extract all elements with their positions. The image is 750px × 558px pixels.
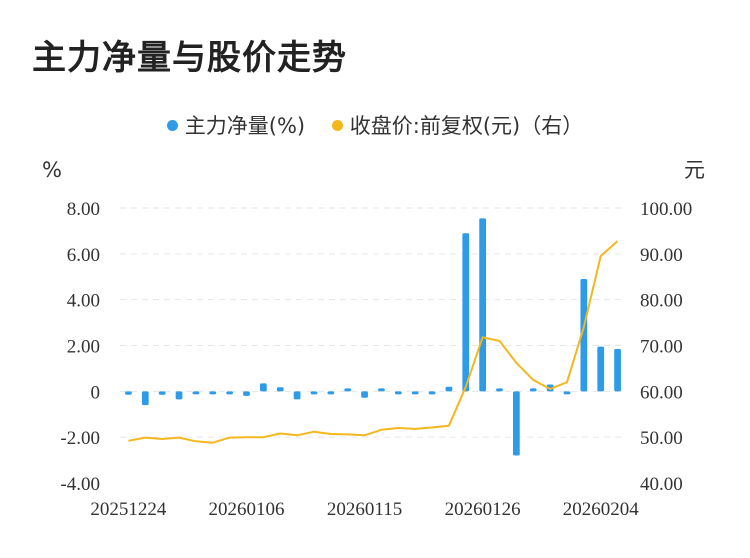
net-volume-bar [344, 388, 352, 392]
left-axis-ticks: -4.00 -2.00 0 2.00 4.00 6.00 8.00 [60, 199, 100, 495]
net-volume-bar [563, 391, 571, 395]
x-tick-label: 20260204 [563, 499, 640, 520]
net-volume-bar [125, 391, 132, 395]
x-tick-label: 20260126 [445, 499, 521, 520]
net-volume-bar [462, 233, 470, 392]
x-tick-label: 20260115 [327, 499, 402, 520]
net-volume-bar [226, 391, 234, 395]
net-volume-bar [597, 346, 605, 392]
right-axis-ticks: 40.00 50.00 60.00 70.00 80.00 90.00 100.00 [640, 199, 692, 495]
close-price-line-group [128, 240, 619, 444]
net-volume-bar [428, 391, 436, 395]
right-tick-label: 60.00 [640, 382, 683, 403]
net-volume-bar [276, 387, 284, 392]
net-volume-bar [158, 391, 166, 395]
net-volume-bar [361, 391, 368, 398]
left-tick-label: 2.00 [67, 337, 100, 358]
x-tick-label: 20251224 [90, 499, 167, 520]
right-tick-label: 70.00 [640, 337, 683, 358]
legend-label-close-price: 收盘价:前复权(元)（右） [349, 114, 584, 138]
net-volume-bar [175, 391, 183, 400]
net-volume-bar [243, 391, 250, 396]
net-volume-bar [259, 383, 267, 392]
left-tick-label: 6.00 [67, 245, 100, 266]
net-volume-bar [411, 391, 419, 395]
net-volume-bar [209, 391, 217, 395]
left-axis-unit: % [42, 158, 62, 182]
net-volume-bar [192, 391, 200, 395]
net-volume-bars [125, 218, 621, 456]
net-volume-bar [327, 391, 335, 395]
left-tick-label: 4.00 [67, 291, 100, 312]
net-volume-bar [580, 279, 588, 392]
net-volume-bar [293, 391, 301, 400]
right-tick-label: 100.00 [640, 199, 692, 220]
chart-title: 主力净量与股价走势 [32, 38, 347, 78]
left-tick-label: 8.00 [67, 199, 100, 220]
right-tick-label: 50.00 [640, 428, 683, 449]
x-axis-ticks: 20251224 20260106 20260115 20260126 20260204 [90, 499, 639, 520]
legend-dot-close-price-icon [331, 119, 343, 131]
legend-label-net-volume: 主力净量(%) [184, 114, 306, 138]
left-tick-label: 0 [91, 382, 101, 403]
net-volume-bar [614, 348, 621, 392]
legend-item-net-volume[interactable]: 主力净量(%) [166, 110, 306, 140]
legend-dot-net-volume-icon [166, 119, 178, 131]
right-tick-label: 90.00 [640, 245, 683, 266]
left-tick-label: -2.00 [60, 428, 100, 449]
close-price-line [128, 240, 619, 444]
net-volume-bar [141, 391, 149, 406]
grid-lines [120, 207, 626, 438]
net-volume-bar [529, 388, 537, 392]
legend-item-close-price[interactable]: 收盘价:前复权(元)（右） [331, 110, 584, 140]
net-volume-bar [496, 388, 503, 392]
x-tick-label: 20260106 [209, 499, 285, 520]
net-volume-bar [512, 391, 520, 456]
net-volume-bar [310, 391, 318, 395]
net-volume-bar [445, 386, 453, 392]
right-axis-unit: 元 [684, 158, 705, 182]
right-tick-label: 80.00 [640, 291, 683, 312]
net-volume-bar [378, 388, 385, 392]
left-tick-label: -4.00 [60, 474, 100, 495]
net-volume-bar [479, 218, 487, 392]
net-volume-bar [394, 391, 402, 395]
legend: 主力净量(%) 收盘价:前复权(元)（右） [0, 110, 750, 140]
right-tick-label: 40.00 [640, 474, 683, 495]
